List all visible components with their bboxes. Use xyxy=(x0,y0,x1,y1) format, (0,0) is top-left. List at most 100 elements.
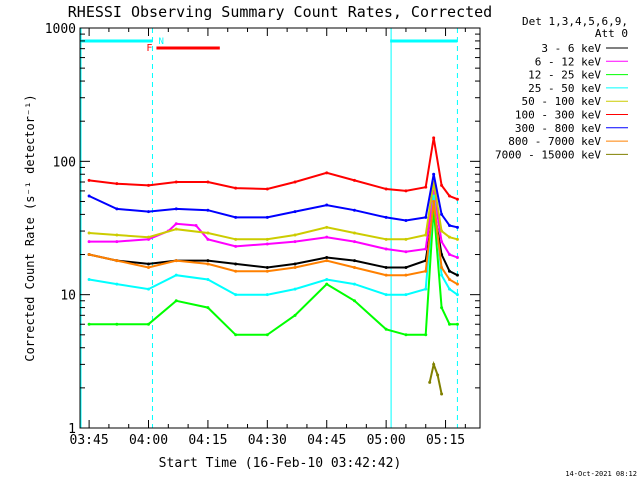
legend-entry-label: 3 - 6 keV xyxy=(541,42,601,55)
data-point xyxy=(352,178,356,182)
data-point xyxy=(428,380,432,384)
data-point xyxy=(440,229,444,233)
legend-entry-label: 12 - 25 keV xyxy=(528,69,601,82)
x-tick-label: 03:45 xyxy=(70,433,109,448)
data-point xyxy=(174,180,178,184)
legend-header: Att 0 xyxy=(595,27,628,40)
data-point xyxy=(436,373,440,377)
x-tick-label: 04:30 xyxy=(248,433,287,448)
x-axis-label: Start Time (16-Feb-10 03:42:42) xyxy=(159,456,402,471)
data-point xyxy=(404,333,408,337)
data-point xyxy=(87,178,91,182)
data-point xyxy=(293,313,297,317)
data-point xyxy=(115,182,119,186)
data-point xyxy=(384,265,388,269)
data-point xyxy=(432,136,436,140)
data-point xyxy=(384,327,388,331)
data-point xyxy=(352,231,356,235)
y-tick-label: 1000 xyxy=(45,22,76,37)
data-point xyxy=(265,265,269,269)
data-point xyxy=(234,215,238,219)
data-point xyxy=(325,255,329,259)
data-point xyxy=(440,265,444,269)
data-point xyxy=(87,322,91,326)
data-point xyxy=(325,225,329,229)
data-point xyxy=(424,333,428,337)
data-point xyxy=(115,282,119,286)
data-point xyxy=(424,185,428,189)
data-point xyxy=(455,293,459,297)
data-point xyxy=(404,237,408,241)
data-point xyxy=(234,333,238,337)
data-point xyxy=(404,218,408,222)
data-point xyxy=(194,224,198,228)
data-point xyxy=(448,253,452,257)
x-tick-label: 04:45 xyxy=(307,433,346,448)
y-tick-label: 1 xyxy=(68,422,76,437)
data-point xyxy=(293,287,297,291)
data-point xyxy=(87,240,91,244)
data-point xyxy=(404,250,408,254)
data-point xyxy=(206,208,210,212)
y-tick-label: 100 xyxy=(53,155,76,170)
data-point xyxy=(384,247,388,251)
data-point xyxy=(206,277,210,281)
data-point xyxy=(384,273,388,277)
chart-title: RHESSI Observing Summary Count Rates, Co… xyxy=(68,3,492,21)
x-tick-label: 04:00 xyxy=(129,433,168,448)
data-point xyxy=(293,180,297,184)
data-point xyxy=(448,224,452,228)
data-point xyxy=(424,233,428,237)
data-point xyxy=(115,233,119,237)
data-point xyxy=(147,183,151,187)
data-point xyxy=(455,255,459,259)
data-point xyxy=(455,273,459,277)
data-point xyxy=(147,235,151,239)
x-tick-label: 04:15 xyxy=(188,433,227,448)
data-point xyxy=(265,269,269,273)
data-point xyxy=(147,322,151,326)
data-point xyxy=(265,237,269,241)
data-point xyxy=(115,240,119,244)
flare-marker-label: F xyxy=(146,43,152,54)
data-point xyxy=(455,282,459,286)
data-point xyxy=(147,265,151,269)
legend-entry-label: 50 - 100 keV xyxy=(522,95,602,108)
data-point xyxy=(234,237,238,241)
data-point xyxy=(206,231,210,235)
data-point xyxy=(352,240,356,244)
data-point xyxy=(206,259,210,263)
x-tick-label: 05:15 xyxy=(426,433,465,448)
data-point xyxy=(265,242,269,246)
data-point xyxy=(352,299,356,303)
data-point xyxy=(174,227,178,231)
data-point xyxy=(87,231,91,235)
data-point xyxy=(174,259,178,263)
data-point xyxy=(404,293,408,297)
y-axis-label: Corrected Count Rate (s⁻¹ detector⁻¹) xyxy=(23,94,37,361)
data-point xyxy=(440,273,444,277)
data-point xyxy=(234,186,238,190)
data-point xyxy=(147,287,151,291)
data-point xyxy=(440,183,444,187)
legend-entry-label: 6 - 12 keV xyxy=(535,55,602,68)
data-point xyxy=(265,187,269,191)
data-point xyxy=(174,207,178,211)
data-point xyxy=(206,262,210,266)
data-point xyxy=(234,269,238,273)
data-point xyxy=(440,392,444,396)
data-point xyxy=(293,265,297,269)
data-point xyxy=(265,293,269,297)
series-lines xyxy=(87,136,459,396)
data-point xyxy=(455,197,459,201)
data-point xyxy=(404,273,408,277)
data-point xyxy=(404,189,408,193)
data-point xyxy=(432,194,436,198)
data-point xyxy=(206,306,210,310)
data-point xyxy=(87,277,91,281)
data-point xyxy=(293,262,297,266)
data-point xyxy=(424,269,428,273)
data-point xyxy=(265,333,269,337)
